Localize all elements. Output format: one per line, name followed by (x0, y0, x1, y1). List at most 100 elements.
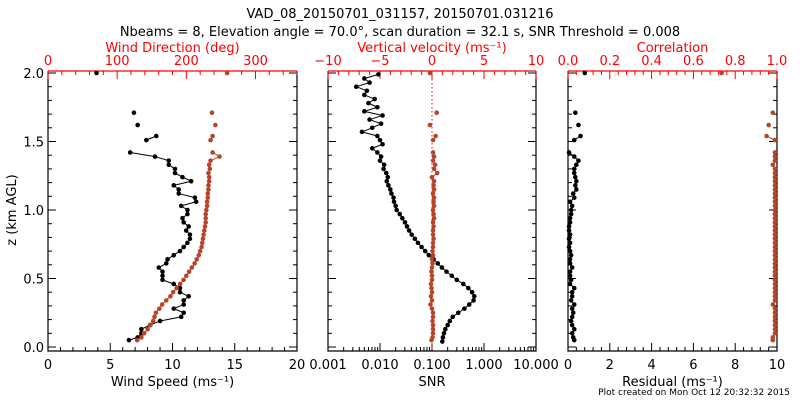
data-point (772, 281, 778, 287)
data-point (772, 285, 778, 291)
data-point (376, 72, 381, 77)
data-point (433, 133, 438, 139)
data-point (135, 122, 140, 128)
data-point (567, 281, 573, 287)
data-point (206, 162, 212, 168)
data-point (163, 298, 169, 303)
data-point (772, 326, 778, 332)
data-point (208, 158, 213, 163)
data-point (582, 70, 588, 76)
data-point (569, 289, 575, 295)
data-point (154, 133, 159, 139)
data-point (772, 166, 778, 172)
data-point (206, 178, 212, 184)
data-point (569, 306, 575, 311)
data-point (427, 122, 433, 128)
data-point (177, 281, 183, 287)
data-point (772, 228, 778, 233)
data-point (430, 191, 436, 196)
data-point (770, 302, 776, 307)
data-point (573, 174, 578, 180)
data-point (429, 306, 435, 311)
data-point (772, 154, 778, 159)
y-tick-label: 2.0 (23, 67, 44, 82)
data-point (192, 261, 197, 266)
top-axis-label: Wind Direction (deg) (105, 41, 239, 56)
data-point (576, 122, 581, 128)
x-tick-label: 0.010 (361, 358, 398, 373)
data-point (772, 273, 778, 279)
data-point (772, 331, 778, 336)
data-point (170, 289, 176, 295)
data-point (571, 137, 577, 143)
data-point (178, 314, 184, 320)
data-point (213, 122, 218, 128)
data-point (200, 236, 206, 242)
top-tick-label: −10 (314, 54, 341, 69)
data-point (471, 294, 477, 299)
plot-footer: Plot created on Mon Oct 12 20:32:32 2015 (598, 388, 790, 398)
data-point (430, 261, 435, 266)
data-point (429, 257, 435, 262)
data-point (574, 187, 579, 192)
x-tick-label: 0.100 (413, 358, 450, 373)
series-line-segment (178, 193, 196, 199)
data-point (772, 211, 778, 217)
data-point (204, 199, 210, 205)
data-point (430, 240, 436, 246)
y-tick-label: 1.5 (23, 136, 44, 151)
data-point (772, 306, 778, 311)
data-point (406, 228, 412, 233)
data-point (204, 207, 209, 213)
data-point (569, 314, 575, 320)
x-tick-label: 8 (731, 358, 739, 373)
data-point (569, 322, 575, 328)
data-point (389, 191, 394, 196)
data-point (571, 170, 577, 176)
data-point (150, 318, 156, 324)
data-point (377, 137, 383, 143)
data-point (573, 110, 578, 116)
data-point (196, 252, 202, 258)
data-point (206, 187, 211, 192)
data-point (772, 158, 778, 163)
top-tick-label: 0.6 (683, 54, 704, 69)
data-point (571, 285, 577, 291)
data-point (770, 162, 776, 168)
data-point (462, 306, 467, 311)
data-point (208, 137, 213, 143)
x-tick-label: 1.000 (465, 358, 502, 373)
data-point (567, 215, 573, 221)
data-point (568, 211, 574, 217)
data-point (576, 158, 581, 163)
data-point (383, 170, 389, 176)
data-point (567, 248, 573, 254)
data-point (206, 183, 211, 188)
data-point (178, 203, 184, 209)
data-point (570, 191, 576, 196)
top-tick-label: 1.0 (767, 54, 788, 69)
data-point (432, 162, 438, 168)
data-point (567, 220, 573, 225)
data-point (426, 252, 432, 258)
data-point (569, 331, 575, 336)
data-point (203, 220, 208, 225)
data-point (204, 203, 210, 209)
data-point (181, 277, 186, 283)
data-point (203, 215, 208, 221)
data-point (127, 150, 133, 155)
data-point (430, 318, 435, 324)
data-point (569, 265, 575, 270)
data-point (177, 289, 183, 295)
data-point (131, 110, 137, 116)
data-point (186, 294, 191, 299)
data-point (440, 335, 446, 340)
data-point (450, 314, 455, 320)
data-point (145, 326, 150, 332)
data-point (574, 162, 579, 168)
data-point (770, 110, 776, 116)
data-point (194, 257, 200, 262)
data-point (431, 183, 436, 188)
data-point (566, 244, 572, 250)
